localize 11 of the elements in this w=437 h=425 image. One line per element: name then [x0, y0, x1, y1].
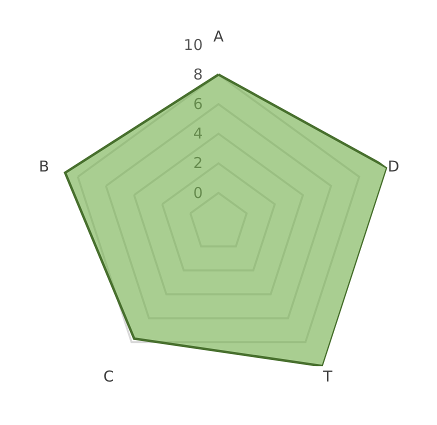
y-tick-label: 2: [193, 154, 203, 172]
spoke-label: A: [213, 28, 224, 46]
spoke-label: T: [322, 368, 334, 386]
y-tick-label: 10: [184, 36, 203, 54]
y-tick-label: 4: [193, 124, 203, 143]
y-tick-label: 6: [193, 95, 203, 114]
spoke-label: C: [103, 368, 114, 386]
y-tick-label: 0: [193, 184, 203, 202]
spoke-label: D: [388, 158, 400, 176]
spoke-label: B: [38, 158, 50, 176]
y-tick-label: 8: [193, 65, 203, 84]
